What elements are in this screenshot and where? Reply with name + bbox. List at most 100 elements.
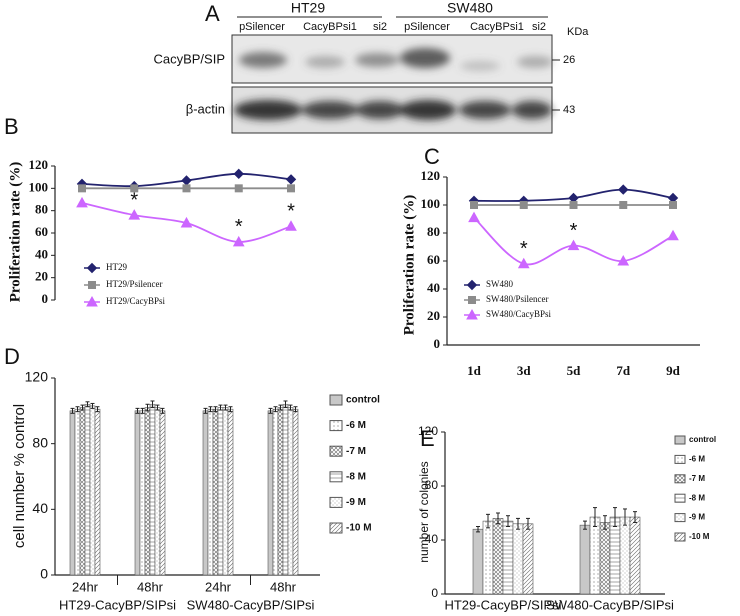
band	[239, 52, 287, 68]
data-point	[128, 209, 141, 220]
bar	[522, 523, 534, 595]
bar	[579, 524, 591, 595]
legend-swatch	[674, 493, 686, 503]
data-point	[468, 211, 480, 223]
x-tick-label: 24hr	[72, 579, 99, 594]
bar	[482, 520, 494, 595]
bands	[234, 100, 552, 120]
y-axis-label: number of colonies	[417, 461, 431, 562]
x-tick-label: 48hr	[270, 579, 297, 594]
y-tick-label: 80	[32, 434, 48, 450]
legend-swatch	[329, 394, 343, 406]
y-tick-label: 60	[427, 252, 440, 267]
legend-label: -6 M	[689, 455, 705, 464]
bar	[84, 403, 91, 576]
x-tick-label: 48hr	[137, 579, 164, 594]
band	[400, 100, 456, 120]
y-tick-label: 120	[418, 424, 438, 438]
y-axis-label: cell number % control	[11, 404, 28, 548]
x-tick-label: 3d	[517, 363, 532, 378]
data-point	[569, 201, 578, 209]
legend-swatch	[674, 513, 686, 523]
data-point	[667, 229, 679, 241]
x-tick-label: HT29-CacyBP/SIPsi	[444, 597, 561, 612]
bar	[287, 407, 294, 576]
legend-swatch	[329, 496, 343, 508]
band	[400, 48, 450, 68]
data-point	[233, 168, 244, 180]
y-tick-label: 40	[35, 246, 48, 261]
y-tick-label: 40	[32, 500, 48, 516]
data-point	[130, 184, 139, 193]
band	[356, 101, 404, 119]
bar	[502, 520, 514, 595]
legend-swatch	[674, 532, 686, 542]
lane-label: pSilencer	[239, 21, 285, 33]
y-tick-label: 40	[427, 280, 440, 295]
band	[302, 101, 358, 119]
bar	[512, 523, 524, 595]
band	[512, 101, 552, 119]
y-tick-label: 100	[421, 196, 441, 211]
y-tick-label: 0	[40, 566, 48, 582]
bar	[159, 410, 166, 576]
legend-label: -7 M	[346, 446, 366, 457]
bar	[272, 408, 279, 576]
bar	[144, 407, 151, 576]
bar	[629, 516, 641, 595]
bar	[492, 518, 504, 595]
legend-swatch	[329, 420, 343, 432]
y-tick-label: 20	[35, 269, 48, 284]
legend-label: -10 M	[346, 523, 372, 534]
bar	[589, 516, 601, 595]
data-point	[181, 175, 192, 186]
legend-label: HT29	[106, 262, 127, 272]
legend-swatch	[674, 435, 686, 445]
data-point	[78, 184, 86, 193]
band	[234, 100, 302, 120]
legend-marker	[86, 295, 98, 307]
data-point	[619, 201, 628, 209]
lane-label: CacyBPsi1	[470, 21, 524, 33]
x-tick-label: 24hr	[205, 579, 232, 594]
legend-label: HT29/Psilencer	[106, 279, 163, 289]
x-tick-label: 9d	[666, 363, 681, 378]
legend-label: SW480/CacyBPsi	[486, 309, 552, 319]
panel-label: D	[4, 344, 20, 369]
data-point	[234, 184, 243, 193]
group-label: SW480	[447, 0, 493, 16]
legend-marker	[466, 308, 478, 320]
bar	[619, 516, 631, 595]
group-label: HT29	[291, 0, 325, 16]
y-tick-label: 80	[35, 202, 48, 217]
bar	[217, 407, 224, 576]
legend-label: control	[346, 395, 380, 406]
bar	[277, 407, 284, 576]
significance: *	[287, 201, 295, 223]
bar	[222, 407, 229, 576]
bands	[239, 48, 553, 71]
data-point	[617, 254, 630, 266]
y-tick-label: 120	[29, 157, 49, 172]
data-point	[285, 220, 297, 231]
bar	[282, 403, 289, 576]
panel-label: B	[4, 114, 19, 139]
bar	[599, 522, 611, 595]
y-tick-label: 60	[35, 224, 48, 239]
legend-label: -9 M	[689, 513, 705, 522]
significance: *	[130, 189, 138, 211]
y-axis-label: Proliferation rate (%)	[401, 195, 417, 336]
bar	[69, 410, 76, 576]
y-tick-label: 100	[29, 179, 49, 194]
bar	[207, 408, 214, 576]
bar	[94, 408, 101, 576]
data-point	[285, 174, 297, 185]
data-point	[232, 235, 245, 247]
data-point	[287, 184, 295, 193]
y-tick-label: 120	[25, 369, 49, 385]
significance: *	[570, 220, 578, 242]
legend-label: SW480	[486, 279, 514, 289]
data-point	[76, 196, 88, 208]
panel-label: E	[420, 426, 435, 451]
